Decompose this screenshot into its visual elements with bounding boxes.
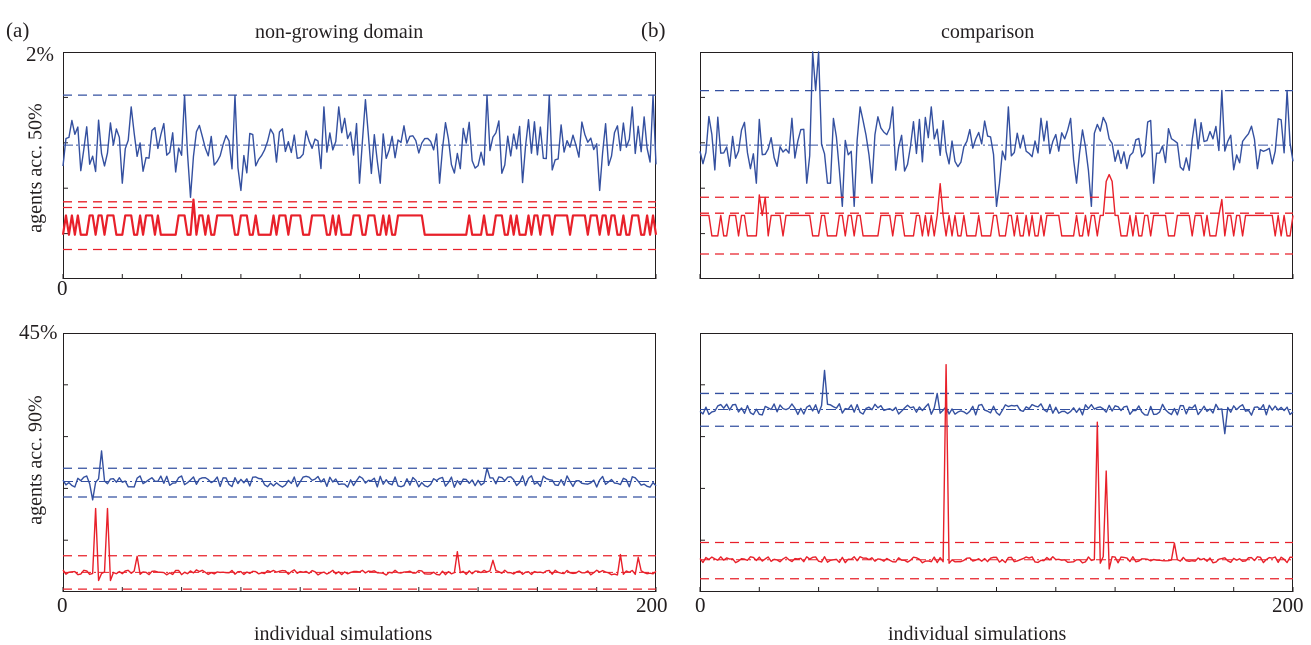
panel-a-label: (a) [6, 18, 30, 42]
bottom-left-x-tick-200: 200 [636, 593, 668, 617]
red-series-line [62, 507, 657, 582]
blue-series-line [62, 450, 657, 501]
plot-frame [700, 52, 1293, 279]
blue-series-line [62, 94, 657, 198]
top-ymax-label: 2% [26, 42, 54, 66]
top-y-axis-label: agents acc. 50% [24, 103, 47, 233]
red-series-line [700, 173, 1294, 237]
bottom-ymax-label: 45% [19, 320, 58, 344]
panel-b-label: (b) [641, 18, 666, 42]
panel-a-title: non-growing domain [255, 21, 424, 43]
bottom-right-x-tick-0: 0 [695, 593, 706, 617]
chart-panel-a-top [61, 52, 658, 279]
plot-frame [63, 333, 656, 592]
bottom-left-x-tick-0: 0 [57, 593, 68, 617]
blue-series-line [699, 369, 1294, 435]
plot-frame [63, 52, 656, 279]
bottom-y-axis-label: agents acc. 90% [24, 395, 47, 525]
chart-panel-b-bottom [699, 333, 1294, 592]
chart-panel-a-bottom [62, 333, 657, 592]
x-axis-label-left: individual simulations [254, 623, 433, 645]
panel-b-title: comparison [941, 21, 1035, 43]
chart-panel-b-top [699, 51, 1294, 279]
red-series-line [699, 363, 1294, 570]
x-axis-label-right: individual simulations [888, 623, 1067, 645]
top-x0-label: 0 [57, 276, 68, 300]
bottom-right-x-tick-200: 200 [1272, 593, 1304, 617]
plot-frame [700, 333, 1293, 592]
red-series-line [61, 198, 658, 236]
blue-series-line [699, 51, 1294, 208]
